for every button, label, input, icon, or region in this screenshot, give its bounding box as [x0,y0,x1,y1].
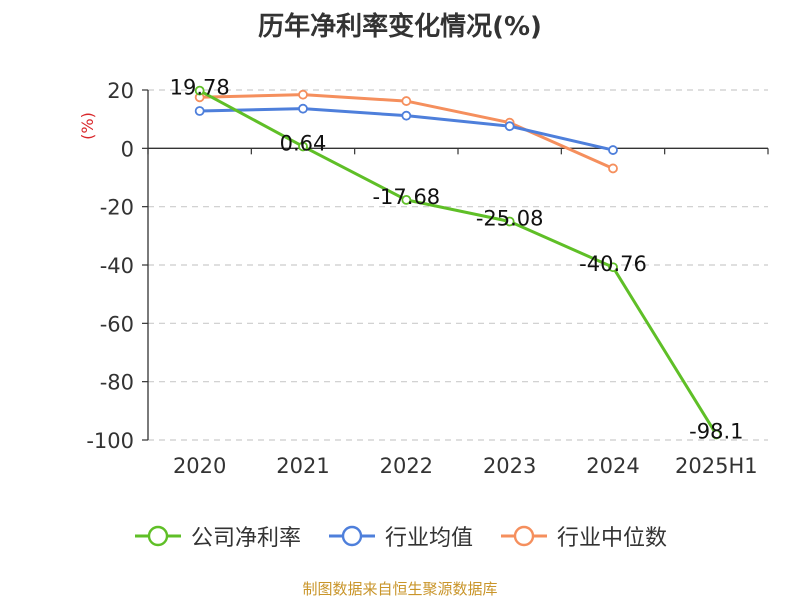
y-tick-label: 20 [107,79,134,103]
data-point [194,106,205,116]
legend-marker-icon [501,525,547,547]
legend-label: 公司净利率 [190,526,301,551]
x-tick-label: 2024 [586,454,639,478]
data-point [298,89,308,100]
line-chart: 20 0 -20 -40 -60 -80 -100 2020 2021 2022 2023 2024 2… [78,76,769,478]
x-tick-label: 2020 [173,454,226,478]
x-tick-label: 2023 [483,454,536,478]
data-point [608,262,618,273]
data-label: -98.1 [689,419,743,443]
series-line [198,89,718,436]
data-point [504,216,515,227]
data-point [194,85,205,96]
y-tick-label: -80 [100,371,134,395]
data-point [298,141,308,152]
legend-marker-icon [134,525,181,547]
y-tick-label: -60 [100,312,134,336]
legend-item[interactable]: 行业中位数 [499,520,667,552]
data-label: 0.64 [280,131,327,155]
data-point [711,429,722,440]
x-tick-label: 2025H1 [675,454,758,478]
data-label: -17.68 [372,185,440,209]
y-tick-label: 0 [121,137,134,161]
y-tick-label: -100 [86,429,134,453]
data-point [504,121,515,132]
legend-marker-icon [328,525,375,547]
y-tick-label: -20 [100,196,134,220]
legend-label: 行业中位数 [557,526,668,551]
data-point [401,96,412,106]
data-point [608,163,618,174]
data-label: -25.08 [476,206,544,230]
x-tick-label: 2021 [276,454,329,478]
legend-item[interactable]: 行业均值 [327,520,473,552]
data-point [401,194,412,205]
data-point [401,110,412,121]
legend-item[interactable]: 公司净利率 [133,520,301,552]
data-label: 19.78 [170,76,230,100]
legend: 公司净利率 行业均值 行业中位数 [0,520,800,552]
data-label: -40.76 [579,252,647,276]
x-tick-label: 2022 [380,454,433,478]
y-tick-label: -40 [100,254,134,278]
legend-label: 行业均值 [384,526,473,551]
data-point [298,103,308,114]
data-source-note: 制图数据来自恒生聚源数据库 [302,580,498,598]
chart-title: 历年净利率变化情况(%) [258,12,542,42]
y-axis-label: (%) [78,112,97,140]
data-point [608,145,618,155]
